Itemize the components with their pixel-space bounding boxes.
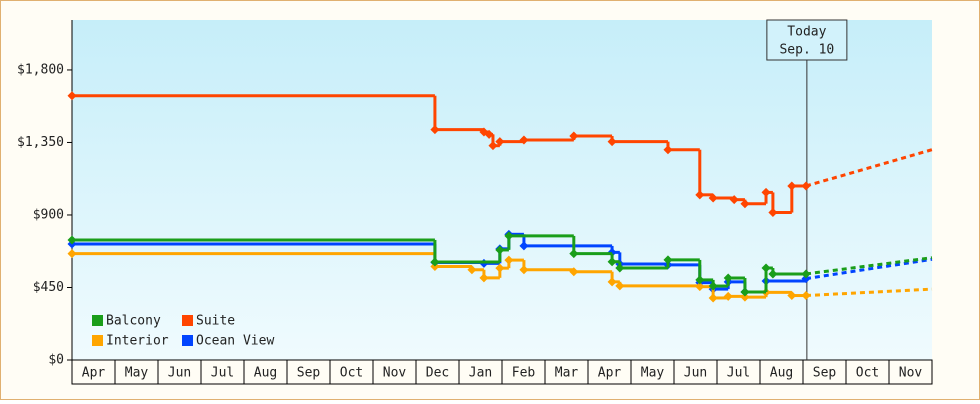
x-tick-label: Jul [727, 366, 750, 381]
x-tick-label: Jan [469, 366, 492, 381]
point-marker [695, 190, 705, 200]
x-tick-label: Feb [512, 366, 536, 381]
point-marker [723, 291, 733, 301]
point-marker [504, 255, 514, 265]
point-marker [708, 293, 718, 303]
legend-label: Balcony [106, 314, 161, 329]
point-marker [430, 125, 440, 135]
point-marker [495, 245, 505, 255]
point-marker [723, 273, 733, 283]
point-marker [569, 131, 579, 141]
point-marker [430, 257, 440, 267]
point-marker [430, 262, 440, 272]
y-tick-label: $0 [48, 353, 64, 368]
x-tick-label: Mar [555, 366, 579, 381]
today-box [766, 19, 848, 61]
legend-label: Suite [196, 314, 235, 329]
x-tick-label: Apr [598, 366, 622, 381]
legend-label: Ocean View [196, 334, 274, 349]
point-marker [519, 265, 529, 275]
x-tick-label: May [125, 366, 149, 381]
point-marker [729, 195, 739, 205]
legend-swatch [182, 315, 193, 326]
point-marker [495, 137, 505, 147]
legend-swatch [92, 315, 103, 326]
forecast-line [805, 287, 933, 298]
point-marker [519, 241, 529, 251]
point-marker [740, 292, 750, 302]
point-marker [663, 145, 673, 155]
point-marker [607, 257, 617, 267]
point-marker [607, 277, 617, 287]
legend-label: Interior [106, 334, 169, 349]
point-marker [787, 181, 797, 191]
point-marker [484, 129, 494, 139]
y-tick-label: $900 [33, 207, 64, 222]
x-tick-label: Jul [211, 366, 234, 381]
point-marker [488, 141, 498, 151]
forecast-line [805, 256, 933, 276]
point-marker [615, 263, 625, 273]
point-marker [740, 287, 750, 297]
y-tick-label: $1,350 [17, 135, 64, 150]
point-marker [607, 137, 617, 147]
x-tick-label: Jun [168, 366, 191, 381]
point-marker [761, 187, 771, 197]
point-marker [67, 91, 77, 101]
point-marker [787, 291, 797, 301]
x-tick-label: Nov [383, 366, 407, 381]
point-marker [67, 249, 77, 259]
point-marker [569, 267, 579, 277]
x-tick-label: Aug [254, 366, 277, 381]
legend-swatch [182, 335, 193, 346]
x-tick-label: Jun [684, 366, 707, 381]
forecast-line [805, 148, 933, 188]
x-tick-label: Oct [340, 366, 363, 381]
y-tick-label: $450 [33, 280, 64, 295]
point-marker [768, 269, 778, 279]
y-tick-label: $1,800 [17, 62, 64, 77]
point-marker [768, 208, 778, 218]
point-marker [708, 193, 718, 203]
point-marker [519, 135, 529, 145]
plot-area [72, 20, 932, 360]
forecast-line [805, 257, 933, 281]
point-marker [695, 282, 705, 292]
point-marker [479, 273, 489, 283]
point-marker [695, 275, 705, 285]
x-tick-label: Aug [770, 366, 793, 381]
x-tick-label: Sep [297, 366, 321, 381]
point-marker [495, 263, 505, 273]
point-marker [761, 263, 771, 273]
point-marker [708, 281, 718, 291]
x-tick-label: May [641, 366, 665, 381]
legend-swatch [92, 335, 103, 346]
point-marker [67, 235, 77, 245]
today-date: Sep. 10 [779, 43, 834, 58]
point-marker [663, 255, 673, 265]
x-tick-label: Sep [813, 366, 837, 381]
x-tick-label: Nov [899, 366, 923, 381]
point-marker [569, 249, 579, 259]
x-tick-label: Apr [82, 366, 106, 381]
point-marker [615, 281, 625, 291]
x-tick-label: Dec [426, 366, 449, 381]
point-marker [467, 265, 477, 275]
point-marker [740, 199, 750, 209]
x-tick-label: Oct [856, 366, 879, 381]
today-label: Today [787, 25, 826, 40]
point-marker [504, 231, 514, 241]
